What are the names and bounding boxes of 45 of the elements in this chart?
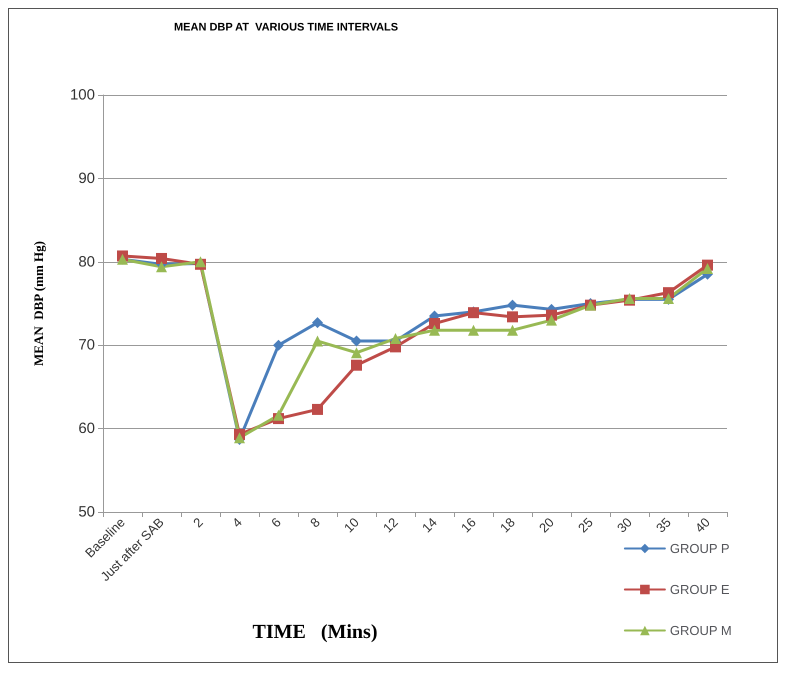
point: [546, 314, 557, 326]
y-tick-label: 70: [78, 336, 95, 354]
y-tick-label: 90: [78, 170, 95, 187]
x-tick-label: 25: [574, 514, 596, 536]
x-tick-label: 14: [418, 514, 440, 536]
point: [390, 333, 401, 344]
y-axis-title: MEAN DBP (mm Hg): [31, 241, 46, 366]
point: [312, 336, 323, 347]
y-tick-label: 80: [78, 253, 95, 270]
x-tick-label: 12: [380, 514, 401, 536]
x-tick-label: 4: [229, 514, 245, 530]
x-tick-label: 30: [614, 514, 635, 536]
point: [702, 262, 713, 274]
legend-label: GROUP E: [670, 582, 730, 597]
y-tick-label: 50: [78, 504, 95, 520]
point: [273, 410, 284, 421]
y-tick-label: 100: [70, 86, 95, 104]
point: [351, 336, 362, 347]
x-tick-label: 2: [190, 514, 206, 530]
chart-title: MEAN DBP AT VARIOUS TIME INTERVALS: [174, 22, 398, 34]
x-tick-label: 35: [652, 514, 674, 536]
legend-label: GROUP P: [670, 541, 730, 556]
point: [429, 324, 440, 336]
point: [507, 300, 518, 311]
y-tick-label: 60: [78, 420, 95, 438]
x-tick-label: 16: [458, 514, 479, 536]
point: [468, 324, 479, 336]
point: [507, 324, 518, 336]
legend-label: GROUP M: [670, 623, 732, 638]
point: [156, 261, 167, 272]
point: [312, 317, 323, 328]
x-tick-label: 10: [340, 514, 362, 536]
point: [351, 360, 362, 371]
point: [507, 311, 518, 322]
x-tick-label: 8: [307, 514, 323, 530]
point: [156, 252, 167, 264]
x-tick-label: 18: [496, 514, 518, 536]
point: [273, 340, 284, 351]
point: [429, 318, 440, 330]
point: [351, 347, 362, 358]
x-tick-label: 40: [692, 514, 713, 536]
x-tick-label: 20: [536, 514, 557, 536]
point: [312, 404, 323, 415]
x-tick-label: 6: [268, 514, 284, 530]
x-axis-title: TIME (Mins): [252, 621, 378, 643]
